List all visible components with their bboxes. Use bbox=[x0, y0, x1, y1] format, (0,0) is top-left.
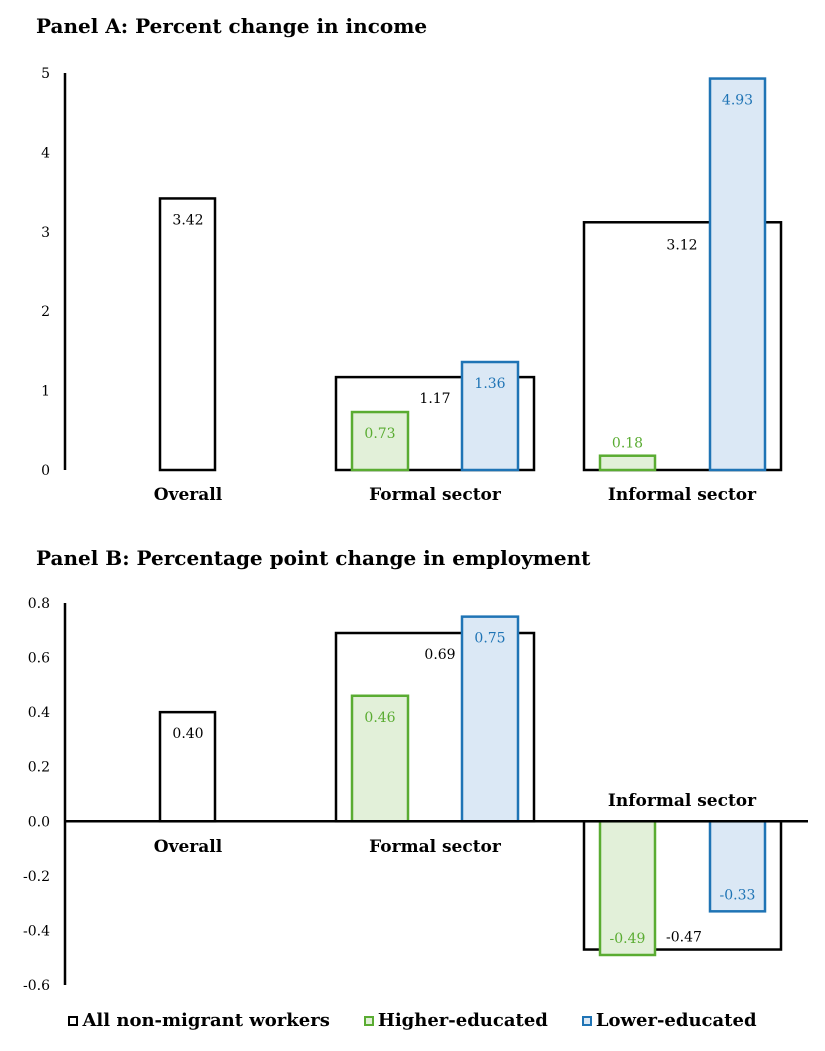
legend: All non-migrant workers Higher-educated … bbox=[0, 1010, 825, 1031]
legend-swatch-lower bbox=[581, 1015, 592, 1026]
panel-b-y-tick-label: -0.6 bbox=[23, 978, 50, 994]
panel-a-category-label: Informal sector bbox=[608, 485, 757, 505]
panel-b-bar-lower-1 bbox=[460, 615, 520, 823]
panel-b-y-tick-label: 0.0 bbox=[28, 814, 50, 830]
panel-b-data-label-lower: -0.33 bbox=[720, 887, 756, 903]
panel-b-category-label: Overall bbox=[154, 837, 223, 857]
panel-a-category-label: Overall bbox=[154, 485, 223, 505]
legend-label-lower: Lower-educated bbox=[595, 1010, 757, 1031]
panel-a-data-label-all: 1.17 bbox=[419, 391, 450, 407]
legend-label-all: All non-migrant workers bbox=[82, 1010, 330, 1031]
panel-a-data-label-lower: 4.93 bbox=[722, 93, 753, 109]
panel-a-data-label-higher: 0.73 bbox=[364, 426, 395, 442]
panel-a-title: Panel A: Percent change in income bbox=[36, 14, 428, 38]
panel-b-bar-all-0 bbox=[158, 710, 217, 823]
panel-b-data-label-all: 0.69 bbox=[424, 647, 455, 663]
legend-item-lower: Lower-educated bbox=[581, 1010, 757, 1031]
panel-a-y-tick-label: 0 bbox=[41, 463, 50, 479]
panel-a-y-tick-label: 3 bbox=[41, 225, 50, 241]
panel-b-y-tick-label: -0.2 bbox=[23, 869, 50, 885]
legend-item-all: All non-migrant workers bbox=[68, 1010, 330, 1031]
panel-b-y-tick-label: 0.2 bbox=[28, 760, 50, 776]
panel-b-data-label-higher: -0.49 bbox=[610, 931, 646, 947]
panel-b-category-label: Informal sector bbox=[608, 791, 757, 811]
panel-b-bar-lower-2 bbox=[708, 820, 767, 913]
panel-a-bar-lower-1 bbox=[460, 360, 520, 472]
panel-a-data-label-higher: 0.18 bbox=[612, 436, 643, 452]
panel-b-category-label: Formal sector bbox=[369, 837, 502, 857]
panel-a-bar-higher-1 bbox=[350, 410, 410, 472]
panel-b-bar-higher-2 bbox=[598, 820, 657, 957]
panel-b-data-label-all: 0.40 bbox=[172, 726, 203, 742]
panel-a-data-label-lower: 1.36 bbox=[474, 376, 505, 392]
panel-b-y-tick-label: 0.4 bbox=[28, 705, 50, 721]
legend-label-higher: Higher-educated bbox=[377, 1010, 548, 1031]
panel-a-y-tick-label: 1 bbox=[41, 384, 50, 400]
panel-a-bar-higher-2 bbox=[598, 454, 657, 472]
panel-a-y-tick-label: 2 bbox=[41, 304, 50, 320]
panel-b-data-label-lower: 0.75 bbox=[474, 631, 505, 647]
panel-a-data-label-all: 3.12 bbox=[666, 237, 697, 253]
panel-a-data-label-all: 3.42 bbox=[172, 212, 203, 228]
panel-a-y-tick-label: 4 bbox=[41, 145, 50, 161]
panel-b-y-tick-label: 0.6 bbox=[28, 651, 50, 667]
legend-swatch-higher bbox=[363, 1015, 374, 1026]
legend-item-higher: Higher-educated bbox=[363, 1010, 548, 1031]
panel-b-title: Panel B: Percentage point change in empl… bbox=[36, 546, 591, 570]
panel-b-bar-higher-1 bbox=[350, 694, 410, 823]
panel-b-y-tick-label: 0.8 bbox=[28, 596, 50, 612]
legend-swatch-all bbox=[68, 1015, 79, 1026]
panel-a-category-label: Formal sector bbox=[369, 485, 502, 505]
panel-b-data-label-all: -0.47 bbox=[666, 930, 702, 946]
panel-a-bar-lower-2 bbox=[708, 77, 767, 472]
panel-a-y-tick-label: 5 bbox=[41, 66, 50, 82]
panel-a-bar-all-0 bbox=[158, 197, 217, 472]
panel-b-data-label-higher: 0.46 bbox=[364, 710, 395, 726]
panel-b-y-tick-label: -0.4 bbox=[23, 923, 50, 939]
